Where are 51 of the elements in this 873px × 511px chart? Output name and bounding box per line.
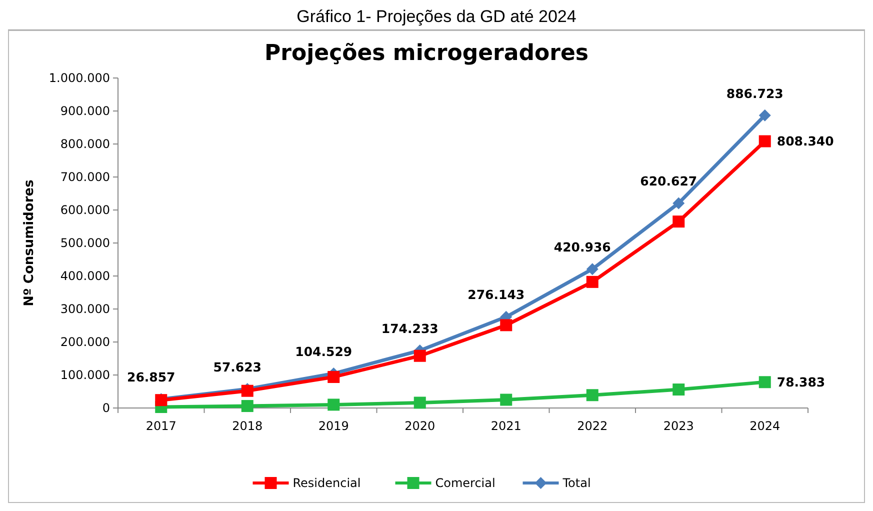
legend-label: Residencial xyxy=(292,476,361,490)
point xyxy=(586,263,598,276)
point xyxy=(414,350,426,362)
point xyxy=(758,135,771,148)
y-tick-label: 800.000 xyxy=(60,137,110,152)
point xyxy=(241,400,254,412)
y-tick-label: 100.000 xyxy=(60,368,110,382)
data-label: 276.143 xyxy=(468,287,525,302)
point xyxy=(586,389,598,402)
y-tick-label: 200.000 xyxy=(60,335,110,350)
legend-label: Total xyxy=(562,476,591,490)
data-label: 420.936 xyxy=(554,239,612,254)
y-tick-label: 900.000 xyxy=(60,104,110,118)
point xyxy=(672,384,685,396)
point xyxy=(328,398,340,411)
point xyxy=(758,109,771,122)
y-axis-title: Nº Consumidores xyxy=(22,179,37,306)
data-label: 886.723 xyxy=(726,86,784,101)
x-tick-label: 2019 xyxy=(318,419,349,433)
point xyxy=(672,216,685,228)
data-label: 78.383 xyxy=(776,374,826,390)
y-tick-label: 500.000 xyxy=(60,236,110,250)
data-label: 26.857 xyxy=(127,370,176,385)
data-label: 620.627 xyxy=(640,174,698,189)
point xyxy=(500,394,512,406)
x-tick-label: 2018 xyxy=(232,419,263,433)
data-label: 57.623 xyxy=(213,359,262,374)
data-label: 104.529 xyxy=(295,344,352,359)
x-tick-label: 2023 xyxy=(663,419,694,433)
point xyxy=(500,319,512,332)
y-tick-label: 1.000.000 xyxy=(48,71,110,86)
point xyxy=(586,276,598,288)
point xyxy=(328,370,340,383)
point xyxy=(672,197,685,210)
x-tick-label: 2021 xyxy=(490,419,522,433)
point xyxy=(414,396,426,409)
y-tick-label: 600.000 xyxy=(60,203,110,218)
legend-label: Comercial xyxy=(435,476,496,490)
x-tick-label: 2017 xyxy=(146,419,176,433)
y-tick-label: 700.000 xyxy=(60,170,110,184)
x-tick-label: 2020 xyxy=(404,419,436,433)
data-label: 174.233 xyxy=(381,320,438,336)
x-tick-label: 2024 xyxy=(750,419,780,433)
chart-title: Projeções microgeradores xyxy=(264,41,588,66)
y-tick-label: 0 xyxy=(102,401,110,416)
point xyxy=(758,376,771,388)
x-tick-label: 2022 xyxy=(577,419,608,433)
y-tick-label: 400.000 xyxy=(60,269,110,284)
text: Gráfico 1- Projeções da GD até 2024 xyxy=(296,7,576,26)
data-label: 808.340 xyxy=(776,134,834,149)
y-tick-label: 300.000 xyxy=(60,302,110,316)
